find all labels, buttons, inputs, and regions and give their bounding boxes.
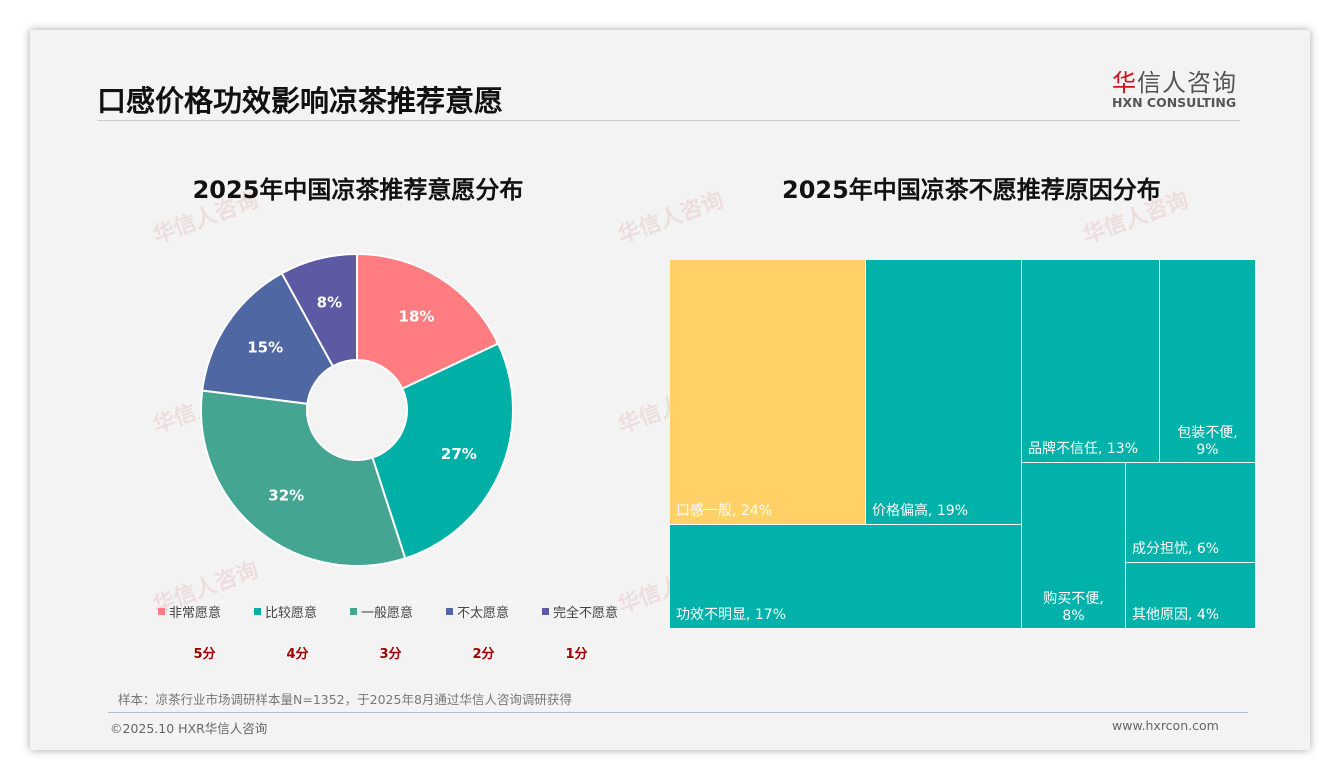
legend-label: 不太愿意: [457, 606, 510, 621]
pie-title: 2025年中国凉茶推荐意愿分布: [192, 176, 524, 204]
treemap-label: 品牌不信任, 13%: [1028, 441, 1139, 457]
score-label: 2分: [472, 647, 495, 662]
treemap-cell-品牌不信任: 品牌不信任, 13%: [1022, 260, 1160, 463]
score-label: 3分: [379, 647, 402, 662]
page-title: 口感价格功效影响凉茶推荐意愿: [97, 84, 504, 118]
pie-slice-完全不愿意: [280, 252, 358, 368]
treemap-title: 2025年中国凉茶不愿推荐原因分布: [782, 176, 1161, 204]
treemap-label: 价格偏高, 19%: [872, 503, 969, 519]
legend-item: 一般愿意: [350, 602, 446, 621]
pie-data-label: 27%: [441, 445, 477, 463]
score-labels: 5分 4分 3分 2分 1分: [158, 643, 623, 662]
pie-slice-不太愿意: [201, 271, 335, 405]
pie-slice-非常愿意: [356, 252, 500, 391]
donut-chart: 18% 27% 32% 15% 8%: [200, 252, 514, 567]
sample-note: 样本：凉茶行业市场调研样本量N=1352，于2025年8月通过华信人咨询调研获得: [118, 692, 572, 707]
treemap-cell-包装不便: 包装不便, 9%: [1160, 260, 1256, 463]
score-label: 1分: [565, 647, 588, 662]
legend-item: 不太愿意: [446, 602, 542, 621]
legend-swatch: [158, 608, 165, 615]
treemap-label: 口感一般, 24%: [676, 503, 773, 519]
treemap-cell-价格偏高: 价格偏高, 19%: [866, 260, 1022, 525]
treemap-label: 功效不明显, 17%: [676, 607, 787, 623]
legend-item: 比较愿意: [254, 602, 350, 621]
legend-swatch: [542, 608, 549, 615]
treemap-label: 其他原因, 4%: [1132, 607, 1220, 623]
legend-label: 一般愿意: [361, 606, 414, 621]
pie-data-label: 15%: [247, 339, 283, 357]
logo: 华信人咨询: [1112, 69, 1237, 97]
divider: [97, 120, 1240, 121]
pie-slice-比较愿意: [371, 342, 514, 560]
pie-slice-一般愿意: [200, 389, 407, 567]
treemap-cell-购买不便: 购买不便, 8%: [1022, 463, 1126, 629]
pie-data-label: 18%: [399, 307, 435, 325]
treemap-label: 购买不便, 8%: [1043, 591, 1104, 624]
legend-item: 非常愿意: [158, 602, 254, 621]
pie-data-label: 32%: [268, 487, 304, 505]
legend-label: 非常愿意: [169, 606, 222, 621]
footer-divider: [108, 712, 1248, 713]
score-label: 4分: [286, 647, 309, 662]
website: www.hxrcon.com: [1112, 718, 1219, 733]
legend-swatch: [254, 608, 261, 615]
legend-swatch: [350, 608, 357, 615]
legend-label: 比较愿意: [265, 606, 318, 621]
treemap-label: 成分担忧, 6%: [1132, 541, 1220, 557]
treemap-cell-口感一般: 口感一般, 24%: [670, 260, 866, 525]
score-label: 5分: [193, 647, 216, 662]
treemap: 口感一般, 24% 价格偏高, 19% 功效不明显, 17% 品牌不信任, 13% 包装…: [670, 260, 1256, 629]
slide: 华信人咨询 华信人咨询 华信人咨询 华信人咨询 华信人咨询 华信人咨询 华信人咨…: [30, 30, 1310, 750]
legend-label: 完全不愿意: [553, 606, 619, 621]
treemap-label: 包装不便, 9%: [1177, 425, 1238, 458]
pie-data-label: 8%: [317, 293, 342, 311]
legend-swatch: [446, 608, 453, 615]
pie-legend: 非常愿意 比较愿意 一般愿意 不太愿意 完全不愿意: [158, 602, 638, 621]
treemap-cell-成分担忧: 成分担忧, 6%: [1126, 463, 1256, 563]
treemap-cell-功效不明显: 功效不明显, 17%: [670, 525, 1022, 629]
treemap-cell-其他原因: 其他原因, 4%: [1126, 563, 1256, 629]
logo-en: HXN CONSULTING: [1112, 95, 1237, 110]
legend-item: 完全不愿意: [542, 602, 638, 621]
copyright: ©2025.10 HXR华信人咨询: [110, 721, 268, 736]
